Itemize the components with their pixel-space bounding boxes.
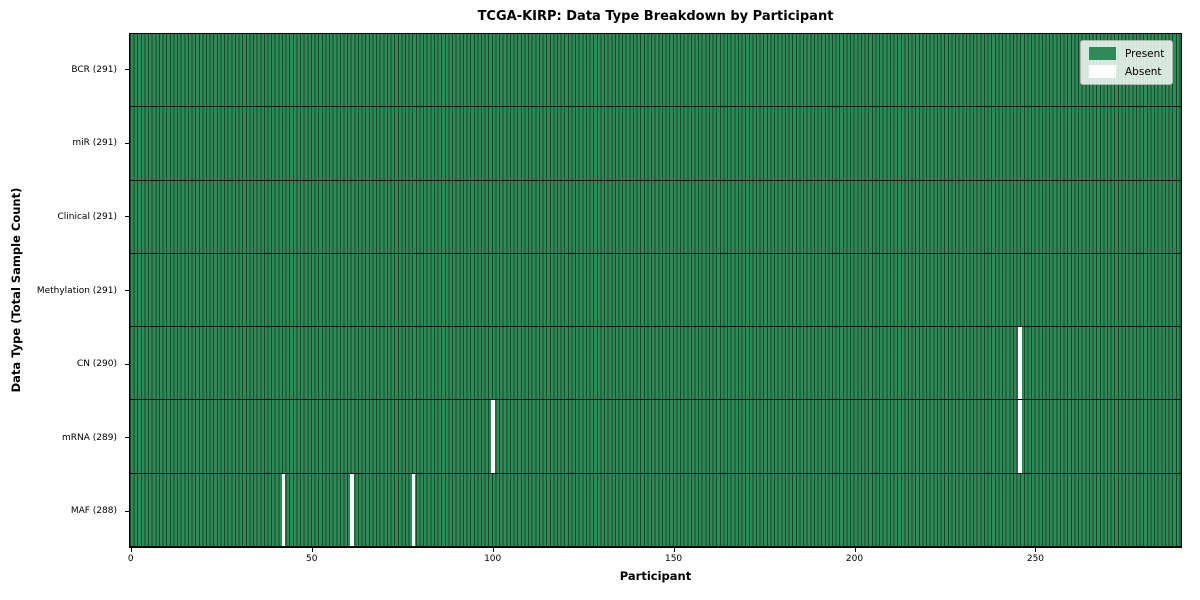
x-tick-label: 0 [127, 554, 134, 564]
chart-row-Clinical [130, 180, 1181, 254]
y-tick-mark [125, 290, 129, 291]
y-tick-mark [125, 216, 129, 218]
y-tick-label: MAF (288) [70, 506, 117, 517]
chart-row-Methylation [130, 253, 1181, 328]
chart-row-miR [130, 107, 1181, 181]
chart-row-MAF [130, 473, 1181, 546]
chart-row-CN [130, 327, 1181, 401]
y-axis: BCR (291) miR (291) Clinical (291) Methylat… [0, 33, 129, 548]
y-tick-mark [125, 363, 129, 365]
x-axis-label: Participant [619, 569, 692, 583]
absent-gap [411, 473, 416, 546]
y-tick-mark [125, 69, 129, 71]
x-tick-label: 100 [484, 554, 502, 564]
y-tick-label: Clinical (291) [57, 211, 117, 222]
x-tick-label: 250 [1026, 554, 1045, 564]
absent-gap [1018, 327, 1023, 400]
plot-area [129, 33, 1182, 548]
legend-entry-present: Present [1089, 47, 1164, 60]
absent-gap [1018, 400, 1023, 473]
x-tick-label: 150 [664, 554, 683, 564]
legend-label-absent: Absent [1125, 65, 1162, 78]
y-tick-mark [125, 142, 129, 144]
y-tick-mark [125, 510, 129, 512]
present-swatch-icon [1089, 47, 1116, 60]
y-tick-label: BCR (291) [71, 64, 117, 75]
legend-entry-absent: Absent [1089, 65, 1164, 78]
absent-gap [350, 473, 354, 546]
y-tick-label: miR (291) [72, 138, 117, 149]
absent-gap [491, 400, 495, 473]
y-tick-mark [125, 437, 129, 439]
x-tick-mark [1035, 548, 1037, 552]
y-tick-label: CN (290) [76, 359, 117, 370]
x-tick-mark [130, 548, 132, 552]
absent-gap [281, 473, 286, 546]
x-tick-label: 50 [306, 554, 318, 564]
x-tick-label: 200 [845, 554, 864, 564]
x-tick-mark [854, 548, 856, 552]
absent-swatch-icon [1089, 65, 1116, 78]
y-tick-label: mRNA (289) [62, 432, 117, 443]
x-axis: 0 50 100 150 200 250 [127, 548, 1182, 578]
x-tick-mark [311, 548, 313, 552]
x-tick-mark [492, 548, 494, 552]
legend-label-present: Present [1125, 47, 1165, 60]
chart-row-BCR [130, 34, 1181, 108]
x-tick-mark [673, 548, 675, 552]
y-tick-label: Methylation (291) [36, 285, 117, 296]
chart-row-mRNA [130, 400, 1181, 474]
legend: Present Absent [1080, 40, 1174, 85]
chart-title: TCGA-KIRP: Data Type Breakdown by Partic… [477, 9, 834, 24]
